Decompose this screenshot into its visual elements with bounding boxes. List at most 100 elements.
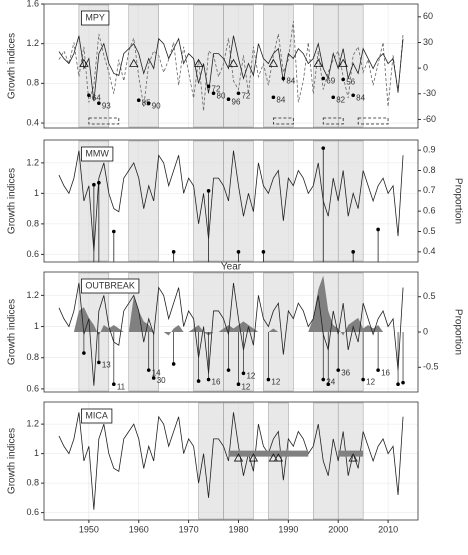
marker — [341, 77, 346, 82]
dashed-box — [357, 117, 389, 125]
marker — [206, 84, 211, 89]
y-tick-label: 0.4 — [26, 117, 39, 127]
panel-label-box — [81, 146, 114, 162]
y2-tick-label: 0.4 — [423, 246, 436, 256]
x-tick-label: 1990 — [278, 524, 298, 534]
marker — [331, 95, 336, 100]
x-axis-title: Year — [221, 262, 242, 273]
triangle — [348, 453, 358, 462]
triangle — [129, 58, 139, 67]
shaded-period — [263, 4, 294, 128]
marker — [321, 377, 326, 382]
dashed-box — [88, 117, 120, 125]
marker-label: 90 — [152, 101, 161, 110]
stem-point — [171, 250, 176, 254]
y2-tick-label: 0 — [423, 326, 428, 336]
marker — [97, 360, 101, 365]
marker-label: 13 — [102, 360, 111, 369]
marker-label: 11 — [117, 382, 126, 391]
marker-label: 56 — [346, 78, 355, 87]
growth-line — [58, 282, 404, 386]
marker — [171, 362, 176, 366]
shaded-period — [223, 140, 254, 262]
marker — [196, 379, 201, 383]
marker — [112, 382, 116, 387]
x-tick-label: 2000 — [328, 524, 348, 534]
dashed-box — [322, 117, 344, 125]
area — [58, 275, 404, 336]
shaded-period — [198, 402, 224, 520]
y2-tick-label: 0.8 — [423, 165, 436, 175]
triangle — [79, 58, 89, 67]
y-tick-label: 1.6 — [26, 0, 39, 8]
shaded-period — [128, 140, 159, 262]
marker — [136, 98, 141, 103]
shaded-period — [337, 4, 364, 128]
stem-point — [376, 227, 380, 232]
marker — [151, 376, 156, 380]
marker — [236, 382, 241, 387]
marker-label: 16 — [381, 368, 390, 377]
marker — [206, 377, 211, 382]
panel-label-box — [81, 10, 110, 26]
triangle — [313, 58, 323, 67]
dashed-box — [272, 117, 294, 125]
stem-point — [97, 180, 101, 185]
triangle — [248, 453, 259, 462]
y-tick-label: 0.8 — [26, 78, 39, 88]
shaded-period — [263, 140, 294, 262]
marker — [236, 91, 241, 96]
marker — [281, 76, 286, 81]
marker — [82, 351, 86, 355]
marker — [146, 368, 151, 372]
triangle — [228, 58, 239, 67]
y-tick-label: 1 — [34, 321, 39, 331]
stem-point — [261, 250, 266, 254]
marker — [401, 380, 405, 385]
shaded-period — [313, 4, 339, 128]
y-tick-label: 0.6 — [26, 383, 39, 393]
marker — [321, 76, 326, 81]
band — [228, 450, 309, 457]
y2-tick-label: 30 — [423, 37, 433, 47]
triangle — [268, 58, 279, 67]
y-axis-title: Growth indices — [7, 299, 18, 365]
marker — [266, 377, 271, 382]
y2-tick-label: -60 — [423, 114, 436, 124]
marker-label: 12 — [271, 378, 280, 387]
marker-label: 36 — [341, 368, 350, 377]
marker-label: 69 — [326, 77, 335, 86]
shaded-period — [193, 4, 224, 128]
marker — [326, 382, 331, 387]
y-tick-label: 1 — [34, 448, 39, 458]
growth-line — [58, 150, 404, 252]
triangle — [233, 453, 244, 462]
marker-label: 84 — [276, 95, 285, 104]
triangle — [193, 58, 204, 67]
panel-label-box — [81, 278, 140, 294]
marker-label: 84 — [286, 77, 295, 86]
stem-point — [92, 182, 96, 187]
y2-tick-label: 0.7 — [423, 185, 436, 195]
stem-point — [351, 250, 355, 254]
y2-tick-label: 0.5 — [423, 291, 436, 301]
y-tick-label: 0.6 — [26, 507, 39, 517]
y2-tick-label: -0.5 — [423, 362, 439, 372]
marker-label: 12 — [246, 371, 255, 380]
triangle — [338, 58, 348, 67]
stem-point — [112, 229, 116, 234]
shaded-period — [313, 140, 339, 262]
panel-label: MPY — [85, 12, 105, 22]
marker — [226, 97, 231, 102]
marker-label: 14 — [152, 368, 161, 377]
marker-label: 84 — [356, 93, 365, 102]
marker-label: 85 — [142, 98, 151, 107]
marker-label: 24 — [326, 378, 335, 387]
panel-frame — [43, 271, 419, 393]
marker-label: 72 — [212, 84, 221, 93]
y-tick-label: 0.8 — [26, 352, 39, 362]
y-tick-label: 1.2 — [26, 157, 39, 167]
x-tick-label: 1960 — [129, 524, 149, 534]
